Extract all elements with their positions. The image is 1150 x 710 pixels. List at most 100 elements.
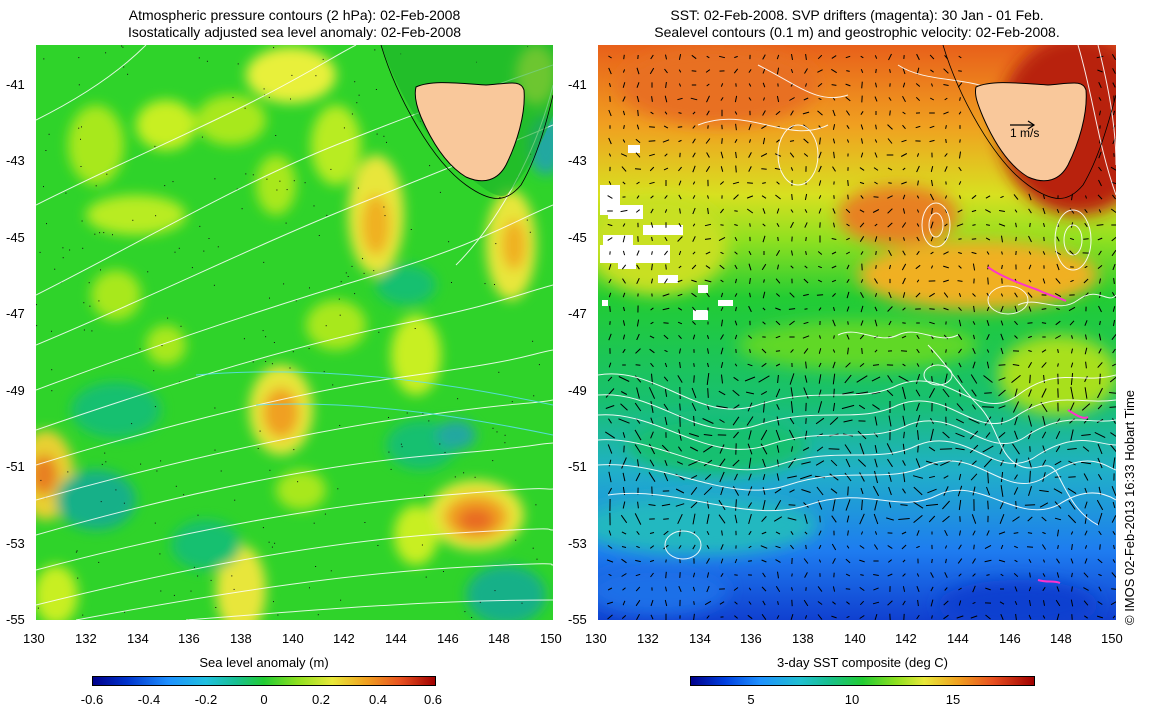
velocity-arrow xyxy=(1084,558,1088,564)
velocity-arrow xyxy=(804,615,808,619)
velocity-arrow xyxy=(818,195,822,199)
sla-speckle xyxy=(210,579,212,581)
velocity-arrow xyxy=(691,54,697,60)
velocity-arrow xyxy=(691,292,697,298)
right-x-tick: 142 xyxy=(895,631,917,646)
velocity-arrow xyxy=(650,222,654,228)
velocity-arrow xyxy=(874,531,878,535)
sla-speckle xyxy=(127,73,129,75)
velocity-arrow xyxy=(874,278,878,284)
velocity-arrow xyxy=(902,82,906,88)
velocity-arrow xyxy=(748,473,752,481)
velocity-arrow xyxy=(999,514,1005,524)
velocity-arrow xyxy=(1070,558,1074,564)
sst-map[interactable]: 1 m/s xyxy=(598,45,1116,620)
sla-speckle xyxy=(78,127,80,129)
sla-speckle xyxy=(89,305,91,307)
velocity-arrow xyxy=(1071,544,1073,550)
velocity-arrow xyxy=(998,559,1006,563)
velocity-arrow xyxy=(775,307,781,311)
velocity-arrow xyxy=(874,152,878,158)
velocity-arrow xyxy=(706,335,710,339)
velocity-arrow xyxy=(1013,545,1019,549)
velocity-arrow xyxy=(943,111,949,115)
velocity-arrow xyxy=(832,319,836,327)
sea-level-anomaly-map[interactable] xyxy=(36,45,553,620)
velocity-arrow xyxy=(1028,279,1032,283)
sla-speckle xyxy=(339,314,341,316)
velocity-arrow xyxy=(651,263,653,271)
velocity-arrow xyxy=(636,613,640,620)
velocity-arrow xyxy=(636,530,640,536)
velocity-arrow xyxy=(1012,443,1020,455)
sla-speckle xyxy=(479,601,481,603)
velocity-arrow xyxy=(1109,444,1116,453)
velocity-arrow xyxy=(1042,531,1046,535)
velocity-arrow xyxy=(650,111,654,115)
sla-speckle xyxy=(343,127,345,129)
velocity-arrow xyxy=(718,55,726,59)
sla-speckle xyxy=(88,282,90,284)
velocity-arrow xyxy=(986,320,990,326)
velocity-arrow xyxy=(663,544,669,550)
velocity-arrow xyxy=(649,459,655,467)
velocity-arrow xyxy=(790,614,794,620)
sla-speckle xyxy=(351,265,353,267)
sla-speckle xyxy=(215,607,217,608)
velocity-arrow xyxy=(916,153,920,157)
sla-speckle xyxy=(377,545,379,546)
sla-speckle xyxy=(67,471,69,473)
velocity-arrow xyxy=(734,55,738,59)
velocity-arrow xyxy=(943,334,949,340)
velocity-arrow xyxy=(706,530,710,536)
velocity-arrow xyxy=(635,599,641,607)
velocity-arrow xyxy=(888,320,892,326)
velocity-arrow xyxy=(748,263,752,271)
velocity-arrow xyxy=(930,572,934,578)
velocity-arrow xyxy=(608,333,612,341)
velocity-arrow xyxy=(803,293,809,297)
velocity-arrow xyxy=(915,96,921,102)
velocity-arrow xyxy=(845,558,851,564)
velocity-arrow xyxy=(747,335,753,339)
sla-speckle xyxy=(197,575,199,577)
velocity-arrow xyxy=(1097,387,1103,399)
velocity-arrow xyxy=(1000,544,1004,550)
sla-speckle xyxy=(112,234,113,236)
sla-speckle xyxy=(285,222,287,224)
velocity-arrow xyxy=(829,417,839,425)
velocity-arrow xyxy=(1096,55,1104,59)
velocity-arrow xyxy=(692,111,696,115)
sla-speckle xyxy=(75,551,77,553)
velocity-arrow xyxy=(789,417,795,425)
sla-speckle xyxy=(259,430,261,432)
velocity-arrow xyxy=(636,387,640,399)
sla-speckle xyxy=(140,463,142,465)
velocity-arrow xyxy=(818,530,822,536)
velocity-arrow xyxy=(1112,615,1116,619)
sla-speckle xyxy=(36,304,37,306)
velocity-arrow xyxy=(817,54,823,60)
velocity-arrow xyxy=(690,501,698,509)
velocity-arrow xyxy=(692,181,696,185)
velocity-arrow xyxy=(675,503,685,507)
velocity-arrow xyxy=(748,430,752,440)
velocity-arrow xyxy=(929,292,935,298)
sla-speckle xyxy=(217,246,219,248)
velocity-arrow xyxy=(873,587,879,591)
velocity-arrow xyxy=(902,67,906,75)
velocity-arrow xyxy=(677,513,683,525)
velocity-arrow xyxy=(1014,335,1018,339)
velocity-arrow xyxy=(1028,306,1032,312)
velocity-arrow xyxy=(958,319,962,327)
velocity-arrow xyxy=(983,375,993,383)
velocity-arrow xyxy=(648,504,656,506)
velocity-arrow xyxy=(677,293,683,297)
velocity-arrow xyxy=(664,416,668,426)
velocity-arrow xyxy=(818,265,822,269)
velocity-arrow xyxy=(898,518,910,520)
velocity-arrow xyxy=(956,223,964,227)
velocity-arrow xyxy=(1028,614,1032,620)
velocity-arrow xyxy=(903,431,905,439)
sla-speckle xyxy=(309,587,310,589)
